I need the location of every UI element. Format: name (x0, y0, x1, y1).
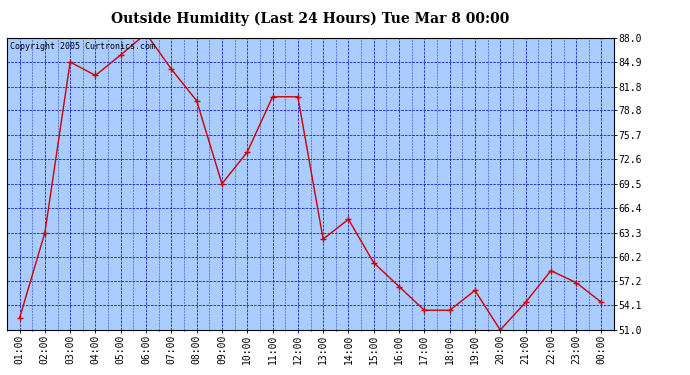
Text: Outside Humidity (Last 24 Hours) Tue Mar 8 00:00: Outside Humidity (Last 24 Hours) Tue Mar… (111, 11, 510, 26)
Text: Copyright 2005 Curtronics.com: Copyright 2005 Curtronics.com (10, 42, 155, 51)
